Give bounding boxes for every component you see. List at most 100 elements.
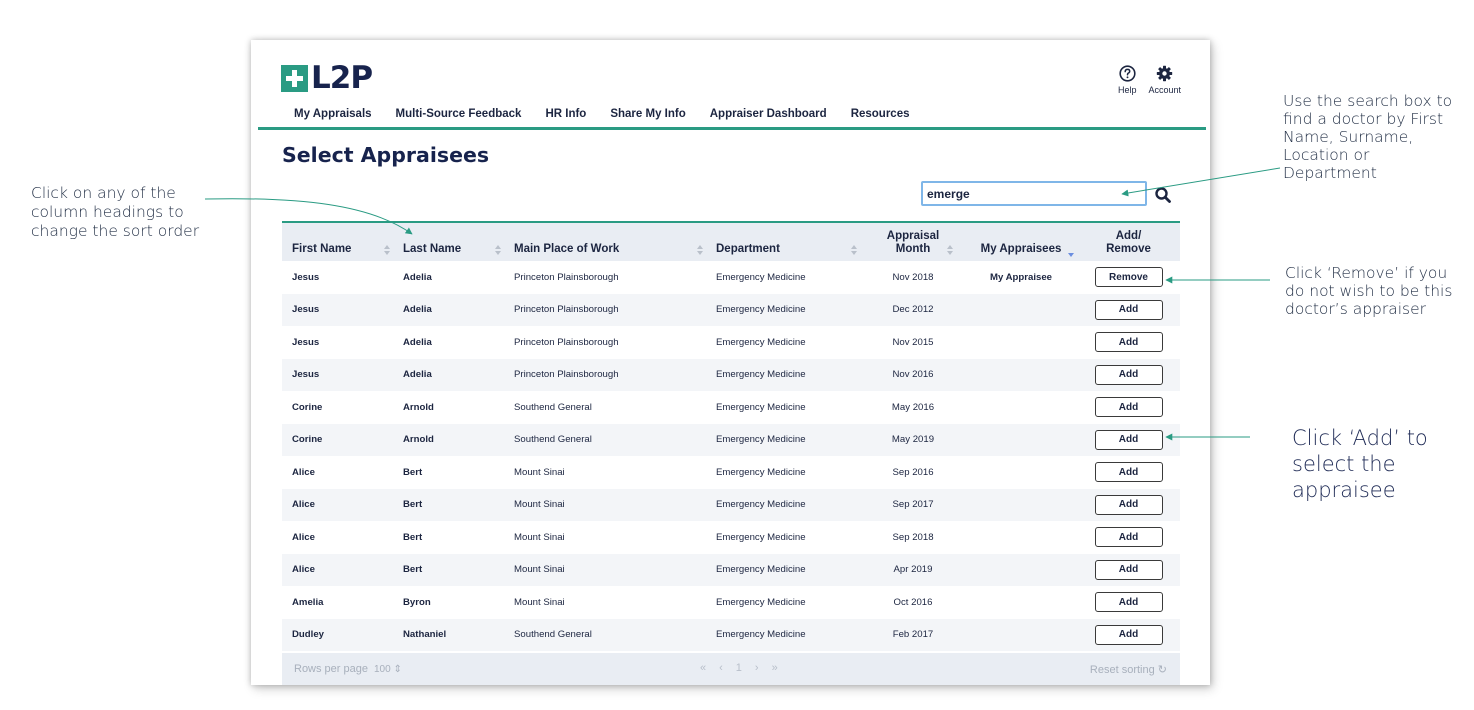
column-header-last-name[interactable]: Last Name — [393, 223, 504, 261]
add-button[interactable]: Add — [1094, 332, 1163, 353]
sort-icon — [495, 245, 501, 255]
column-header-first-name[interactable]: First Name — [282, 223, 393, 261]
annotation-add-hint: Click ‘Add’ to select the appraisee — [1292, 426, 1428, 502]
cell-first-name: Dudley — [292, 629, 324, 641]
table-row: Alice Bert Mount Sinai Emergency Medicine Se… — [282, 456, 1180, 489]
rows-per-page-label: Rows per page — [294, 663, 368, 675]
cell-main-place-of-work: Mount Sinai — [514, 499, 565, 511]
nav-multi-source-feedback[interactable]: Multi-Source Feedback — [395, 108, 522, 120]
cell-first-name: Alice — [292, 564, 315, 576]
column-header-department[interactable]: Department — [706, 223, 861, 261]
help-button[interactable]: Help — [1118, 65, 1136, 95]
cell-last-name: Adelia — [403, 304, 432, 316]
add-button[interactable]: Add — [1094, 462, 1163, 483]
cell-appraisal-month: May 2019 — [891, 434, 935, 446]
cell-add-remove: Add — [1077, 456, 1180, 489]
rows-per-page-select[interactable]: 100 ⇕ — [374, 664, 402, 675]
previous-page-button[interactable]: ‹ — [719, 662, 723, 674]
add-button[interactable]: Add — [1094, 429, 1163, 450]
cell-appraisal-month: Nov 2018 — [892, 271, 934, 283]
cell-main-place-of-work: Mount Sinai — [514, 564, 565, 576]
add-button[interactable]: Add — [1094, 527, 1163, 548]
last-page-button[interactable]: » — [771, 662, 778, 674]
sort-icon — [697, 245, 703, 255]
table-row: Corine Arnold Southend General Emergency Me… — [282, 391, 1180, 424]
reset-sorting-button[interactable]: Reset sorting ↻ — [1090, 663, 1167, 676]
cell-my-appraisees — [965, 554, 1077, 587]
header-label-line1: Add/ — [1115, 230, 1142, 242]
cell-department: Emergency Medicine — [716, 336, 806, 348]
cell-last-name: Adelia — [403, 336, 432, 348]
column-header-appraisal-month[interactable]: Appraisal Month — [861, 223, 965, 261]
header-label-line1: Appraisal — [886, 230, 940, 242]
annotation-search-hint: Use the search box to find a doctor by F… — [1283, 92, 1453, 182]
first-page-button[interactable]: « — [700, 662, 707, 674]
header-label: My Appraisees — [980, 243, 1062, 255]
cell-appraisal-month: Apr 2019 — [893, 564, 933, 576]
search-input[interactable] — [921, 181, 1147, 206]
sort-icon — [384, 245, 390, 255]
table-row: Amelia Byron Mount Sinai Emergency Medicine… — [282, 586, 1180, 619]
help-icon — [1119, 65, 1136, 82]
add-button[interactable]: Add — [1094, 494, 1163, 515]
logo: L2P — [281, 63, 373, 94]
cell-first-name: Amelia — [292, 596, 324, 608]
cell-my-appraisees — [965, 586, 1077, 619]
cell-last-name: Byron — [403, 596, 431, 608]
cell-main-place-of-work: Mount Sinai — [514, 466, 565, 478]
rows-per-page: Rows per page 100 ⇕ — [294, 663, 402, 675]
table-row: Dudley Nathaniel Southend General Emergency… — [282, 618, 1180, 651]
add-button[interactable]: Add — [1094, 624, 1163, 645]
cell-last-name: Arnold — [403, 434, 434, 446]
add-button[interactable]: Add — [1094, 397, 1163, 418]
cell-first-name: Alice — [292, 499, 315, 511]
add-button[interactable]: Add — [1094, 364, 1163, 385]
select-arrows-icon: ⇕ — [393, 663, 402, 675]
cell-department: Emergency Medicine — [716, 499, 806, 511]
cell-main-place-of-work: Southend General — [514, 434, 592, 446]
cell-last-name: Bert — [403, 564, 423, 576]
cell-department: Emergency Medicine — [716, 271, 806, 283]
cell-first-name: Corine — [292, 434, 323, 446]
current-page[interactable]: 1 — [735, 662, 742, 674]
cell-my-appraisees — [965, 521, 1077, 554]
cell-appraisal-month: Nov 2016 — [892, 369, 934, 381]
cell-department: Emergency Medicine — [716, 629, 806, 641]
cell-first-name: Jesus — [292, 336, 320, 348]
add-button[interactable]: Add — [1094, 559, 1163, 580]
header-label: Department — [716, 243, 780, 255]
cell-last-name: Bert — [403, 466, 423, 478]
appraisees-table: First Name Last Name Main Place of Work … — [282, 221, 1180, 651]
cell-main-place-of-work: Mount Sinai — [514, 531, 565, 543]
nav-share-my-info[interactable]: Share My Info — [610, 108, 686, 120]
table-top-rule — [282, 221, 1180, 223]
table-row: Alice Bert Mount Sinai Emergency Medicine Se… — [282, 488, 1180, 521]
remove-button[interactable]: Remove — [1094, 267, 1163, 288]
header-label-line2: Remove — [1106, 243, 1151, 255]
nav-hr-info[interactable]: HR Info — [545, 108, 587, 120]
nav-my-appraisals[interactable]: My Appraisals — [294, 108, 372, 120]
next-page-button[interactable]: › — [754, 662, 759, 674]
cell-main-place-of-work: Mount Sinai — [514, 596, 565, 608]
cell-last-name: Adelia — [403, 369, 432, 381]
cell-appraisal-month: Dec 2012 — [892, 304, 934, 316]
header-label: Main Place of Work — [514, 243, 620, 255]
annotation-sort-hint: Click on any of the column headings to c… — [31, 184, 200, 240]
header-label-line2: Month — [895, 243, 931, 255]
cell-department: Emergency Medicine — [716, 369, 806, 381]
add-button[interactable]: Add — [1094, 592, 1163, 613]
cell-add-remove: Remove — [1077, 261, 1180, 294]
cell-last-name: Arnold — [403, 401, 434, 413]
nav-appraiser-dashboard[interactable]: Appraiser Dashboard — [709, 108, 827, 120]
search-icon[interactable] — [1152, 184, 1174, 206]
gear-icon — [1157, 65, 1173, 82]
cell-last-name: Adelia — [403, 271, 432, 283]
column-header-my-appraisees[interactable]: My Appraisees — [965, 223, 1077, 261]
column-header-main-place-of-work[interactable]: Main Place of Work — [504, 223, 706, 261]
reset-sorting-label: Reset sorting — [1089, 664, 1155, 676]
header-label: First Name — [292, 243, 352, 255]
cell-my-appraisees — [965, 326, 1077, 359]
account-button[interactable]: Account — [1148, 65, 1181, 95]
add-button[interactable]: Add — [1094, 299, 1163, 320]
nav-resources[interactable]: Resources — [850, 108, 910, 120]
